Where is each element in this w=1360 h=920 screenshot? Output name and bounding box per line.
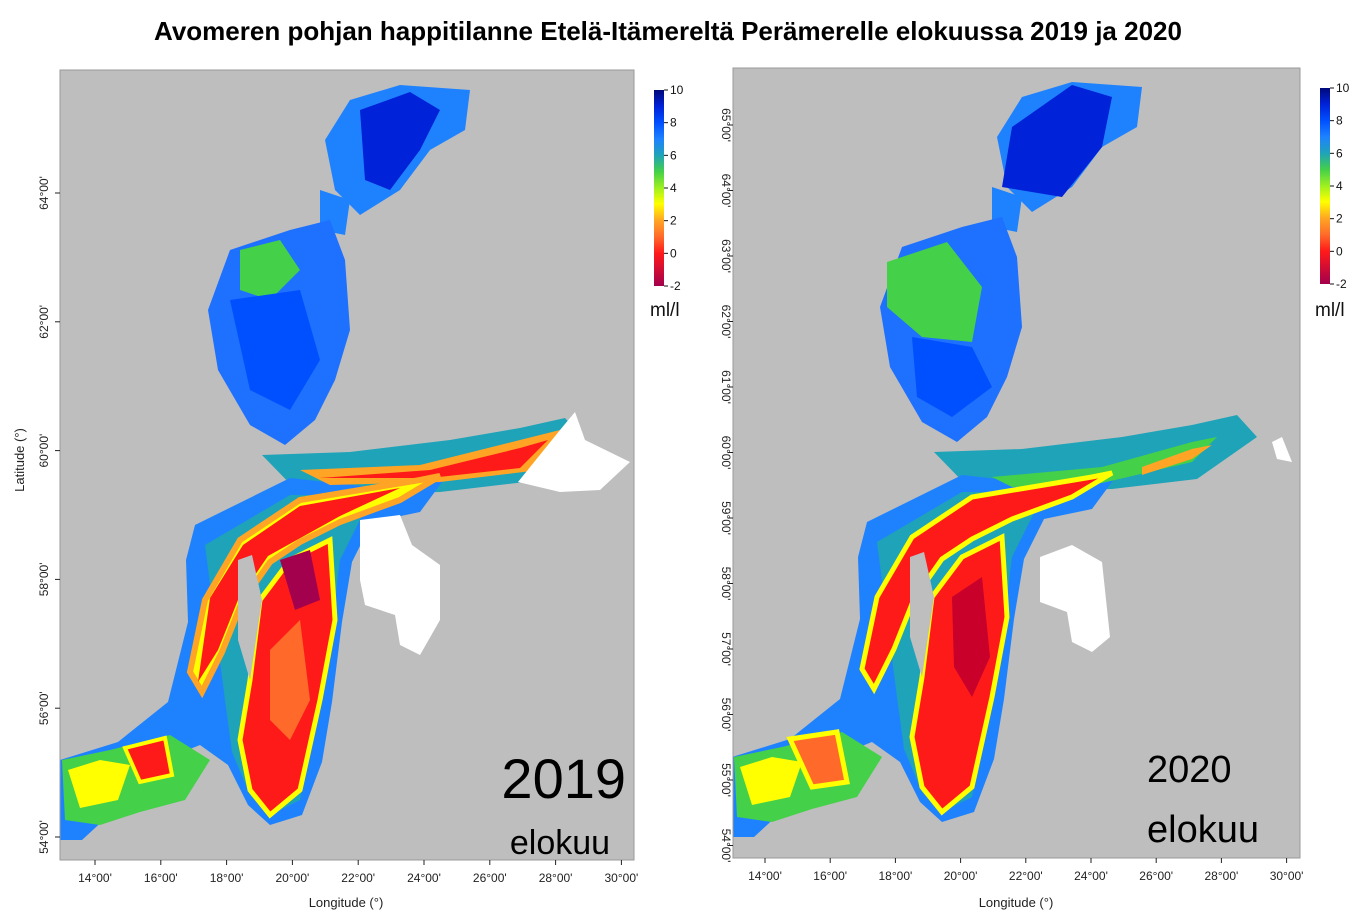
estonia-nodata xyxy=(1040,545,1110,652)
colorbar-tick-label: 2 xyxy=(670,214,677,228)
colorbar-tick-label: 10 xyxy=(670,83,684,97)
lon-tick-label: 14°00' xyxy=(748,869,782,883)
eastern-gotland-anoxic xyxy=(952,577,990,697)
lat-tick-label: 65°00' xyxy=(719,108,733,142)
lat-tick-label: 58°00' xyxy=(719,567,733,601)
map-panel-2020 xyxy=(732,67,1301,859)
colorbar-unit: ml/l xyxy=(1315,300,1345,321)
lat-tick-label: 64°00' xyxy=(37,176,51,210)
gulf-head-nodata xyxy=(518,412,630,492)
lon-tick-label: 26°00' xyxy=(1139,869,1173,883)
lat-tick-label: 61°00' xyxy=(719,370,733,404)
colorbar-unit: ml/l xyxy=(650,300,680,321)
bothnian-bay-deep xyxy=(1002,85,1112,197)
x-axis-label-left: Longitude (°) xyxy=(309,895,384,910)
bothnian-sea-deep xyxy=(230,290,320,410)
lat-tick-label: 63°00' xyxy=(719,239,733,273)
bornholm-deep xyxy=(122,735,175,785)
lon-tick-label: 26°00' xyxy=(473,871,507,885)
lon-tick-label: 30°00' xyxy=(605,871,639,885)
lon-tick-label: 16°00' xyxy=(144,871,178,885)
gulf-of-finland-hypoxic xyxy=(320,440,548,478)
gulf-of-finland-edge xyxy=(992,437,1217,487)
bothnian-bay-deep xyxy=(360,92,440,190)
lon-tick-label: 22°00' xyxy=(341,871,375,885)
gotland-island xyxy=(910,552,934,677)
bothnian-sea-patch xyxy=(887,242,982,342)
lon-tick-label: 28°00' xyxy=(539,871,573,885)
colorbar-tick-label: 4 xyxy=(1336,179,1343,193)
lat-tick-label: 56°00' xyxy=(37,691,51,725)
year-label-2019: 2019 xyxy=(501,747,626,810)
colorbar-tick-label: 6 xyxy=(670,148,677,162)
lon-tick-label: 30°00' xyxy=(1270,869,1304,883)
colorbar-tick-label: 0 xyxy=(670,246,677,260)
colorbar-left: 10 8 6 4 2 0 -2 ml/l xyxy=(650,83,684,321)
month-label-2020: elokuu xyxy=(1147,809,1259,851)
x-axis-label-right: Longitude (°) xyxy=(979,895,1054,910)
colorbar-tick-label: 10 xyxy=(1336,81,1350,95)
lat-tick-label: 62°00' xyxy=(37,305,51,339)
lon-tick-label: 24°00' xyxy=(1074,869,1108,883)
eastern-gotland-patch xyxy=(270,620,310,740)
eastern-gotland-anoxic xyxy=(280,550,320,610)
lon-tick-label: 14°00' xyxy=(78,871,112,885)
plot-frame xyxy=(732,67,1301,859)
bothnian-sea-patch xyxy=(240,240,300,300)
estonia-nodata xyxy=(360,515,440,655)
colorbar-tick-label: 6 xyxy=(1336,146,1343,160)
colorbar-gradient xyxy=(654,90,664,286)
lon-tick-label: 24°00' xyxy=(407,871,441,885)
lat-tick-label: 60°00' xyxy=(37,434,51,468)
lon-tick-label: 18°00' xyxy=(210,871,244,885)
colorbar-right: 10 8 6 4 2 0 -2 ml/l xyxy=(1315,81,1350,321)
colorbar-tick-label: 8 xyxy=(1336,114,1343,128)
colorbar-tick-label: -2 xyxy=(670,279,681,293)
lon-tick-label: 22°00' xyxy=(1009,869,1043,883)
colorbar-tick-label: 4 xyxy=(670,181,677,195)
month-label-2019: elokuu xyxy=(510,824,610,862)
gotland-island xyxy=(238,555,262,680)
gulf-of-finland-edge xyxy=(300,430,560,485)
lat-tick-label: 56°00' xyxy=(719,698,733,732)
lon-tick-label: 28°00' xyxy=(1205,869,1239,883)
y-axis-label: Latitude (°) xyxy=(12,428,27,492)
colorbar-tick-label: -2 xyxy=(1336,277,1347,291)
lon-tick-label: 20°00' xyxy=(944,869,978,883)
lat-tick-label: 57°00' xyxy=(719,632,733,666)
colorbar-tick-label: 8 xyxy=(670,116,677,130)
gulf-head-nodata xyxy=(1272,437,1292,462)
lat-tick-label: 64°00' xyxy=(719,174,733,208)
bothnian-sea-deep xyxy=(912,337,992,417)
lat-tick-label: 58°00' xyxy=(37,563,51,597)
lat-tick-label: 55°00' xyxy=(719,763,733,797)
plot-frame xyxy=(59,69,635,861)
lon-tick-label: 20°00' xyxy=(276,871,310,885)
map-panel-2019 xyxy=(59,69,635,861)
colorbar-tick-label: 2 xyxy=(1336,212,1343,226)
lat-tick-label: 54°00' xyxy=(719,829,733,863)
lat-tick-label: 62°00' xyxy=(719,305,733,339)
bornholm-deep xyxy=(786,729,850,790)
lat-tick-label: 54°00' xyxy=(37,820,51,854)
lon-tick-label: 16°00' xyxy=(813,869,847,883)
lon-tick-label: 18°00' xyxy=(879,869,913,883)
colorbar-tick-label: 0 xyxy=(1336,244,1343,258)
colorbar-gradient xyxy=(1320,88,1330,284)
lat-tick-label: 59°00' xyxy=(719,501,733,535)
lat-tick-label: 60°00' xyxy=(719,436,733,470)
gulf-of-finland-patch xyxy=(1142,445,1212,475)
year-label-2020: 2020 xyxy=(1147,749,1232,791)
page-title: Avomeren pohjan happitilanne Etelä-Itäme… xyxy=(154,16,1182,46)
